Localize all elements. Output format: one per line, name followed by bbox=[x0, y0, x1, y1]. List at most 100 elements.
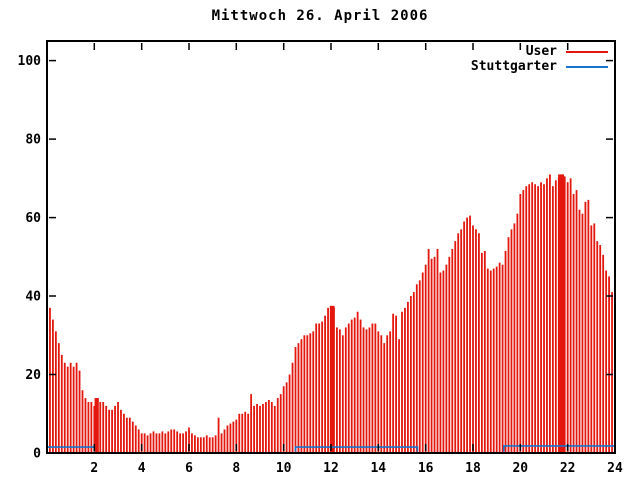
user-impulse-bar bbox=[158, 433, 161, 452]
user-impulse-bar bbox=[566, 182, 569, 452]
user-impulse-bar bbox=[188, 427, 190, 452]
user-impulse-bar bbox=[196, 437, 199, 452]
user-impulse-bar bbox=[291, 362, 294, 452]
user-impulse-bar bbox=[368, 327, 371, 452]
x-tick-label: 16 bbox=[418, 461, 434, 476]
user-impulse-bar bbox=[596, 241, 599, 452]
user-impulse-bar bbox=[590, 225, 593, 452]
user-impulse-bar bbox=[265, 401, 267, 452]
user-impulse-bar bbox=[341, 335, 344, 452]
user-dense-cluster bbox=[329, 305, 335, 452]
user-impulse-bar bbox=[466, 217, 468, 452]
user-impulse-bar bbox=[226, 425, 229, 452]
user-impulse-bar bbox=[155, 433, 158, 452]
y-tick-label: 100 bbox=[18, 54, 42, 69]
user-impulse-bar bbox=[516, 213, 519, 452]
legend-item-user: User bbox=[416, 44, 608, 59]
user-impulse-bar bbox=[120, 409, 122, 452]
user-impulse-bar bbox=[123, 413, 125, 452]
user-impulse-bar bbox=[415, 284, 418, 452]
user-impulse-bar bbox=[179, 433, 182, 452]
user-impulse-bar bbox=[220, 433, 223, 452]
user-impulse-bar bbox=[167, 431, 170, 452]
user-impulse-bar bbox=[111, 409, 113, 452]
user-impulse-bar bbox=[445, 264, 448, 452]
user-impulse-bar bbox=[238, 413, 241, 452]
user-impulse-bar bbox=[66, 366, 69, 452]
user-impulse-bar bbox=[324, 315, 326, 452]
x-tick-label: 14 bbox=[370, 461, 386, 476]
user-impulse-bar bbox=[510, 229, 513, 452]
y-tick-label: 60 bbox=[25, 211, 41, 226]
user-impulse-bar bbox=[395, 315, 397, 452]
user-impulse-bar bbox=[321, 321, 324, 452]
user-impulse-bar bbox=[442, 270, 445, 452]
user-impulse-bar bbox=[93, 405, 96, 452]
user-impulse-bar bbox=[371, 323, 374, 452]
user-impulse-bar bbox=[300, 339, 303, 452]
user-impulse-bar bbox=[386, 335, 389, 452]
user-impulse-bar bbox=[492, 268, 495, 452]
user-impulse-bar bbox=[52, 319, 54, 452]
user-impulse-bar bbox=[448, 256, 451, 452]
user-impulse-bar bbox=[546, 178, 548, 452]
user-impulse-bar bbox=[563, 176, 566, 452]
user-impulse-bar bbox=[318, 323, 321, 452]
user-impulse-bar bbox=[223, 429, 226, 452]
user-impulse-bar bbox=[247, 413, 250, 452]
user-impulse-bar bbox=[380, 335, 383, 452]
user-impulse-bar bbox=[191, 433, 193, 452]
user-impulse-bar bbox=[480, 252, 483, 452]
user-impulse-bar bbox=[407, 301, 409, 452]
user-impulse-bar bbox=[427, 248, 430, 452]
x-tick-label: 20 bbox=[512, 461, 528, 476]
user-impulse-bar bbox=[60, 354, 63, 452]
user-impulse-bar bbox=[398, 339, 400, 452]
user-impulse-bar bbox=[235, 419, 238, 452]
user-impulse-bar bbox=[232, 421, 235, 452]
legend-item-stuttgarter: Stuttgarter bbox=[416, 59, 608, 74]
user-impulse-bar bbox=[253, 405, 255, 452]
user-impulse-bar bbox=[392, 313, 395, 452]
user-impulse-bar bbox=[84, 398, 87, 452]
user-impulse-bar bbox=[279, 394, 282, 452]
user-impulse-bar bbox=[463, 221, 466, 452]
user-impulse-bar bbox=[575, 190, 578, 452]
user-impulse-bar bbox=[57, 343, 60, 452]
user-impulse-bar bbox=[214, 435, 217, 452]
user-impulse-bar bbox=[69, 362, 72, 452]
user-impulse-bar bbox=[270, 401, 273, 452]
user-impulse-bar bbox=[336, 327, 338, 452]
user-impulse-bar bbox=[605, 270, 608, 452]
user-impulse-bar bbox=[383, 343, 386, 452]
user-impulse-bar bbox=[519, 194, 522, 452]
user-impulse-bar bbox=[593, 223, 596, 452]
plot-border bbox=[46, 40, 616, 454]
user-impulse-bar bbox=[315, 323, 318, 452]
legend-line-sample-user bbox=[566, 50, 608, 53]
user-impulse-bar bbox=[350, 319, 353, 452]
x-tick-label: 8 bbox=[232, 461, 240, 476]
user-impulse-bar bbox=[572, 194, 575, 452]
user-impulse-bar bbox=[460, 229, 463, 452]
user-impulse-bar bbox=[412, 292, 415, 452]
user-impulse-bar bbox=[309, 333, 312, 452]
user-impulse-bar bbox=[117, 401, 119, 452]
user-impulse-bar bbox=[587, 199, 590, 452]
user-impulse-bar bbox=[217, 417, 220, 452]
user-impulse-bar bbox=[602, 254, 605, 452]
user-impulse-bar bbox=[75, 362, 78, 452]
chart-title: Mittwoch 26. April 2006 bbox=[211, 8, 429, 24]
user-impulse-bar bbox=[374, 323, 377, 452]
user-impulse-bar bbox=[498, 262, 501, 452]
user-impulse-bar bbox=[578, 209, 581, 452]
user-impulse-bar bbox=[409, 296, 412, 452]
user-impulse-bar bbox=[528, 184, 531, 452]
user-impulse-bar bbox=[549, 174, 551, 452]
user-impulse-bar bbox=[534, 184, 537, 452]
y-tick-label: 40 bbox=[25, 290, 41, 305]
user-impulse-bar bbox=[486, 268, 489, 452]
user-impulse-bar bbox=[199, 437, 202, 452]
user-impulse-bar bbox=[285, 382, 288, 452]
